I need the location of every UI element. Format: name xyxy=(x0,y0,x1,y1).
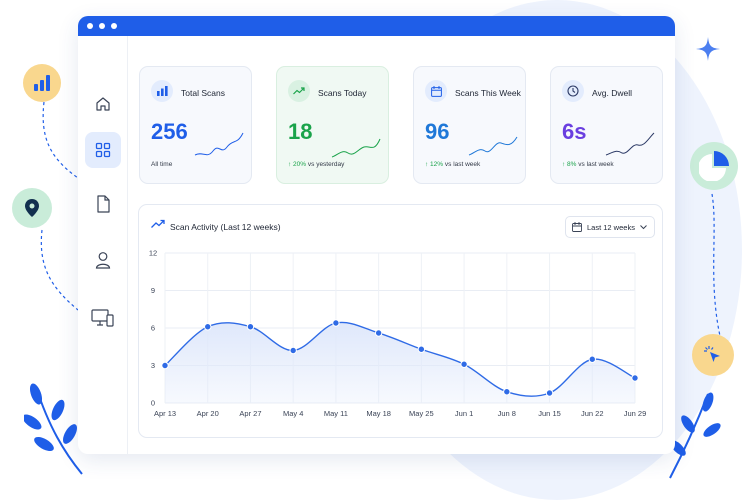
data-point xyxy=(588,355,596,363)
x-tick-label: Jun 8 xyxy=(498,409,516,418)
stat-compare: vs last week xyxy=(443,161,481,168)
stat-subtext: ↑ 20% vs yesterday xyxy=(288,161,344,168)
data-point xyxy=(161,361,169,370)
data-point xyxy=(246,323,255,331)
data-point xyxy=(503,388,511,396)
x-tick-label: Apr 13 xyxy=(154,409,176,418)
home-icon xyxy=(96,97,110,111)
bar-chart-badge-icon xyxy=(23,64,61,102)
sparkline xyxy=(194,132,244,156)
range-dropdown[interactable]: Last 12 weeks xyxy=(565,216,655,238)
x-tick-label: May 4 xyxy=(283,409,303,418)
stat-delta: ↑ 12% xyxy=(425,161,444,168)
chevron-down-icon xyxy=(640,224,647,229)
data-point xyxy=(460,360,468,368)
stat-card-scans-this-week[interactable]: Scans This Week 96 ↑ 12% vs last week xyxy=(413,66,526,184)
stat-card-avg-dwell[interactable]: Avg. Dwell 6s ↑ 8% vs last week xyxy=(550,66,663,184)
stat-value: 256 xyxy=(151,119,188,144)
stat-card-scans-today[interactable]: Scans Today 18 ↑ 20% vs yesterday xyxy=(276,66,389,184)
leaf-branch-left-icon xyxy=(24,383,83,475)
dashed-connector-right xyxy=(711,193,721,337)
scan-activity-chart: 0 3 6 9 12 Apr 13 Apr 20 Apr 27 May 4 May 11 May 1… xyxy=(149,249,647,419)
chart-title: Scan Activity (Last 12 weeks) xyxy=(170,222,281,232)
data-point xyxy=(204,323,212,331)
sidebar-item-profile[interactable] xyxy=(85,242,121,278)
data-point xyxy=(545,389,554,397)
sidebar-item-dashboard[interactable] xyxy=(85,132,121,168)
document-icon xyxy=(97,195,110,213)
trend-up-icon xyxy=(288,80,310,102)
range-dropdown-label: Last 12 weeks xyxy=(587,222,635,232)
stat-delta: ↑ 20% xyxy=(288,161,307,168)
x-tick-label: Jun 29 xyxy=(624,409,647,418)
data-point xyxy=(332,319,340,327)
stat-title: Avg. Dwell xyxy=(592,88,632,98)
window-dot[interactable] xyxy=(87,23,93,29)
stat-value: 18 xyxy=(288,119,313,144)
sparkline xyxy=(331,138,381,158)
sparkle-icon xyxy=(696,37,720,61)
stat-value: 96 xyxy=(425,119,450,144)
x-tick-label: Jun 22 xyxy=(581,409,604,418)
stat-subtext: ↑ 8% vs last week xyxy=(562,161,614,168)
app-window: Total Scans 256 All time Scans Today 18 … xyxy=(78,16,675,454)
dashed-connector-left xyxy=(40,101,79,311)
y-tick-label: 0 xyxy=(151,399,155,408)
window-dot[interactable] xyxy=(99,23,105,29)
stat-subtext: All time xyxy=(151,161,172,168)
x-tick-label: May 25 xyxy=(409,409,434,418)
x-tick-label: May 18 xyxy=(366,409,391,418)
stat-compare: All time xyxy=(151,161,173,168)
y-tick-label: 9 xyxy=(151,286,155,295)
stat-delta: ↑ 8% xyxy=(562,161,577,168)
sidebar-item-devices[interactable] xyxy=(85,300,121,336)
clock-icon xyxy=(562,80,584,102)
y-tick-label: 12 xyxy=(149,249,157,258)
calendar-icon xyxy=(425,80,447,102)
stat-title: Total Scans xyxy=(181,88,225,98)
data-point xyxy=(631,374,639,382)
scan-activity-panel: Scan Activity (Last 12 weeks) Last 12 we… xyxy=(138,204,663,438)
data-point xyxy=(417,345,426,353)
bar-chart-icon xyxy=(151,80,173,102)
x-tick-label: Jun 1 xyxy=(455,409,473,418)
stat-title: Scans This Week xyxy=(455,88,521,98)
data-point xyxy=(289,346,297,355)
sidebar-item-documents[interactable] xyxy=(85,186,121,222)
window-dot[interactable] xyxy=(111,23,117,29)
sidebar-item-home[interactable] xyxy=(85,86,121,122)
x-tick-label: May 11 xyxy=(324,409,348,418)
x-tick-label: Apr 27 xyxy=(239,409,261,418)
calendar-icon xyxy=(572,222,582,232)
devices-icon xyxy=(91,309,114,327)
cursor-click-badge-icon xyxy=(692,334,734,376)
stat-subtext: ↑ 12% vs last week xyxy=(425,161,480,168)
data-point xyxy=(374,329,383,337)
y-tick-label: 3 xyxy=(151,361,155,370)
x-tick-label: Jun 15 xyxy=(538,409,561,418)
sparkline xyxy=(468,136,518,156)
area-fill xyxy=(165,322,635,403)
pie-chart-badge-icon xyxy=(690,142,738,190)
y-tick-label: 6 xyxy=(151,324,155,333)
stat-title: Scans Today xyxy=(318,88,367,98)
stat-compare: vs last week xyxy=(576,161,614,168)
x-tick-label: Apr 20 xyxy=(197,409,219,418)
stat-value: 6s xyxy=(562,119,587,144)
stat-card-total-scans[interactable]: Total Scans 256 All time xyxy=(139,66,252,184)
sparkline xyxy=(605,132,655,156)
trend-up-icon xyxy=(151,219,165,228)
grid-icon xyxy=(95,142,111,158)
location-pin-badge-icon xyxy=(12,188,52,228)
stat-compare: vs yesterday xyxy=(306,161,345,168)
user-icon xyxy=(95,252,111,269)
sidebar xyxy=(78,36,128,454)
title-bar xyxy=(78,16,675,36)
